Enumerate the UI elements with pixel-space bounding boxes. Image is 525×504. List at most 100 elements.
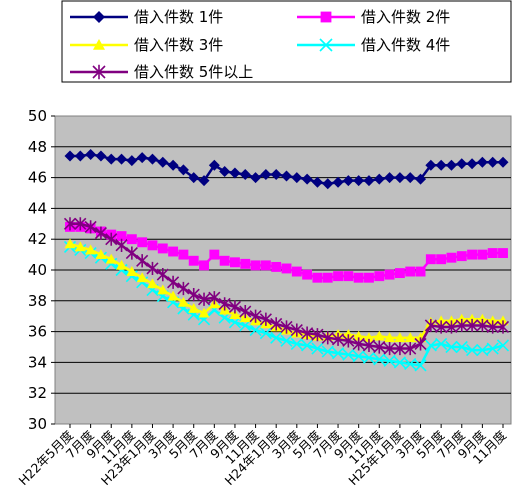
data-point [496,320,510,334]
data-point [393,356,406,369]
data-point [301,339,314,352]
data-point [342,334,355,348]
data-point [405,266,416,277]
data-point [270,169,282,181]
data-point [126,234,137,245]
data-point [374,271,385,282]
data-point [270,317,283,331]
data-point [425,159,437,171]
data-point [177,296,189,307]
data-point [270,331,283,344]
legend-item-2: 借入件数 2件 [297,8,450,26]
data-point [209,249,220,260]
legend-label: 借入件数 2件 [361,8,450,26]
y-tick-label: 44 [28,199,47,217]
data-point [331,347,345,360]
data-point [198,307,210,318]
data-point [445,159,457,171]
data-point [384,269,395,280]
data-point [466,313,478,324]
y-tick-label: 32 [28,384,47,402]
data-point [487,315,499,326]
data-point [435,320,448,334]
data-point [95,150,107,162]
data-point [445,315,457,326]
data-point [93,11,105,23]
data-point [435,315,447,326]
data-point [353,175,365,187]
data-point [466,318,479,333]
data-point [496,339,510,352]
data-point [136,272,148,283]
y-axis: 30 32 34 36 38 40 42 44 46 48 50 [28,107,55,433]
data-point [362,351,376,364]
data-point [281,263,292,274]
data-point [311,328,324,342]
y-tick-label: 34 [28,353,47,371]
data-point [85,244,97,255]
data-point [394,268,405,279]
data-point [126,155,138,167]
data-point [291,172,303,184]
data-point [476,344,489,357]
data-point [353,272,364,283]
data-point [476,156,488,168]
data-point [384,332,396,343]
legend-item-3: 借入件数 3件 [70,36,223,54]
data-point [239,304,252,319]
data-point [290,337,303,350]
data-point [95,249,107,259]
data-point [424,339,437,352]
data-point [116,231,127,242]
data-point [311,342,324,355]
data-point [363,332,375,343]
data-point [394,332,406,343]
legend-label: 借入件数 4件 [361,36,450,54]
data-point [281,170,292,182]
data-point [445,340,458,354]
data-point [352,337,365,351]
data-point [228,300,242,314]
series-5 [63,217,510,356]
data-point [136,254,149,268]
legend-label: 借入件数 5件以上 [134,63,253,81]
data-point [84,220,97,234]
data-point [105,232,118,246]
data-point [259,327,272,340]
data-point [342,348,355,361]
data-point [445,320,458,334]
data-point [249,323,262,337]
data-point [125,246,138,260]
data-point [168,246,179,257]
legend-item-5: 借入件数 5件以上 [70,63,253,81]
data-point [74,150,86,162]
data-point [85,149,97,160]
data-point [177,164,189,176]
data-point [250,260,261,271]
data-point [343,271,354,282]
data-point [137,237,148,248]
data-point [178,249,189,260]
data-point [126,266,138,276]
data-point [476,313,488,324]
data-point [240,258,251,269]
data-point [333,271,343,282]
data-point [404,341,417,356]
legend-frame [61,0,512,83]
data-point [404,332,416,343]
data-point [198,175,210,187]
data-point [383,354,396,367]
data-point [364,272,374,283]
data-point [146,278,158,289]
data-point [301,326,314,340]
data-point [230,257,240,268]
data-point [342,175,354,187]
data-point [319,38,333,52]
data-point [177,281,190,296]
data-point [250,172,262,184]
data-point [414,337,427,351]
data-point [260,260,271,271]
data-point [320,11,332,23]
x-tick-label: H22年5月度 [15,427,76,488]
data-point [455,340,468,354]
